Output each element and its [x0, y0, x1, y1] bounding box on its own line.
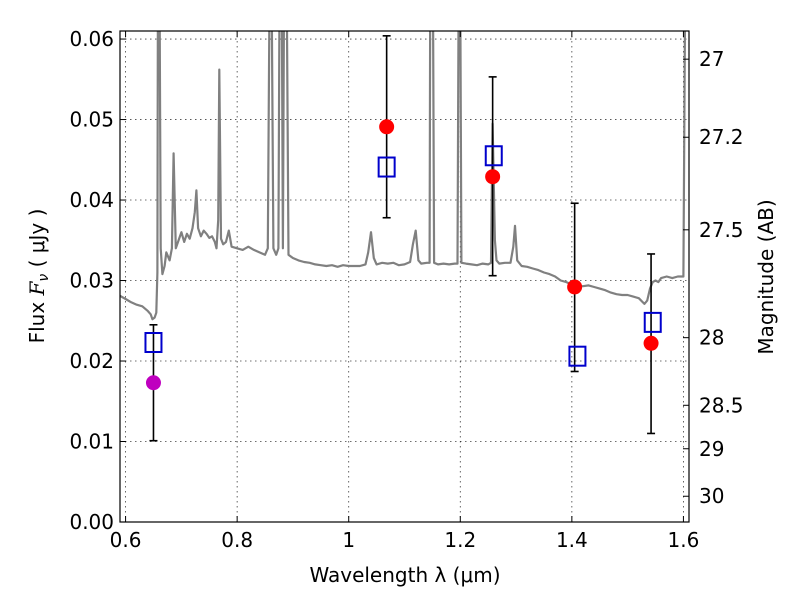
y-tick-label: 0.05	[69, 108, 114, 132]
model-flux-square	[377, 156, 396, 178]
y-tick-label: 0.06	[69, 27, 114, 51]
y-tick-label: 0.04	[69, 188, 114, 212]
y-tick-label: 0.03	[69, 269, 114, 293]
right-tick-label: 28.5	[699, 393, 744, 417]
observed-flux-point	[379, 119, 395, 135]
x-tick-label: 1.2	[444, 528, 476, 552]
model-flux-square	[568, 345, 587, 367]
x-tick-label: 0.8	[221, 528, 253, 552]
model-flux-square	[484, 145, 503, 167]
observed-flux-point	[643, 335, 659, 351]
y-axis-label-nu: ν	[36, 274, 52, 282]
right-tick-label: 27	[699, 47, 724, 71]
y-axis-label: Flux Fν ( μJy )	[25, 209, 52, 344]
y-axis-label-unit: ( μJy )	[25, 209, 49, 274]
model-spectrum-line	[120, 31, 687, 321]
model-spectrum-layer	[120, 31, 687, 321]
y-axis-label-flux: Flux	[25, 295, 49, 343]
model-flux-square	[643, 311, 662, 333]
axis-ticks: 0.6 0.8 1 1.2 1.4 1.6 0.00 0.01 0.02 0.03 0.04 0.05…	[69, 27, 743, 552]
observed-flux-point	[145, 375, 161, 391]
y-tick-label: 0.01	[69, 430, 114, 454]
right-tick-label: 29	[699, 437, 724, 461]
y-axis-label-f: F	[25, 280, 49, 296]
right-tick-label: 30	[699, 484, 724, 508]
x-tick-label: 1.6	[668, 528, 700, 552]
plot-frame	[119, 30, 690, 523]
right-tick-label: 27.2	[699, 125, 744, 149]
observed-flux-point	[567, 279, 583, 295]
right-tick-label: 27.5	[699, 218, 744, 242]
x-tick-label: 1	[342, 528, 355, 552]
x-tick-label: 1.4	[556, 528, 588, 552]
x-axis-label: Wavelength λ (μm)	[309, 563, 500, 587]
x-tick-label: 0.6	[110, 528, 142, 552]
right-tick-label: 28	[699, 326, 724, 350]
y-tick-label: 0.02	[69, 349, 114, 373]
marker-layer	[144, 119, 662, 391]
observed-flux-point	[485, 169, 501, 185]
y-tick-label: 0.00	[69, 510, 114, 534]
model-flux-square	[144, 332, 163, 354]
right-axis-label: Magnitude (AB)	[754, 199, 778, 354]
